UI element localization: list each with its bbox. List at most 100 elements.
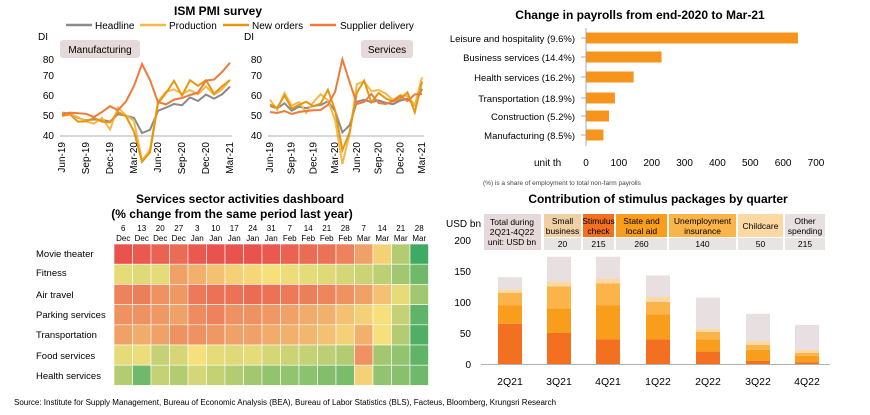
heatmap-cell [150,364,170,386]
heatmap-cell [372,304,392,326]
heatmap-cell [298,344,318,366]
heatmap-col-month: Dec [116,234,130,243]
heatmap-cell [391,364,411,386]
heatmap-col-day: 14 [304,224,313,233]
payrolls-xtick: 0 [583,158,589,169]
heatmap-cell [409,243,429,265]
pmi-xtick: Mar-20 [129,142,140,174]
heatmap-cell [409,284,429,305]
heatmap-col-month: Mar [357,234,371,243]
heatmap-cell [206,284,226,305]
heatmap-col-month: Mar [394,234,408,243]
stimulus-bar-segment-childcare [596,278,620,284]
heatmap-column-headers: 6Dec13Dec20Dec27Dec3Jan10Jan17Jan24Jan31… [116,224,426,243]
pmi-svc-label: Services [368,45,406,56]
pmi-mfg-ytick: 50 [43,111,55,122]
stimulus-bar-segment-childcare [547,281,571,287]
heatmap-cell [132,324,152,346]
pmi-xtick: Jun-19 [265,142,276,173]
stimulus-ylabel: USD bn [446,219,481,230]
heatmap-col-day: 13 [137,224,146,233]
stimulus-legend-cell-name: insurance [684,226,721,236]
stimulus-bar-segment-state-and-local-aid [596,305,620,340]
heatmap-cell [280,243,300,265]
heatmap-cell [132,263,152,285]
heatmap-col-day: 7 [288,224,293,233]
heatmap-col-day: 28 [415,224,424,233]
heatmap-cell [280,324,300,346]
heatmap-col-day: 21 [396,224,405,233]
heatmap-cell [206,243,226,265]
heatmap-cell [372,364,392,386]
pmi-mfg-ytick: 40 [43,131,55,142]
payrolls-category-label: Leisure and hospitality (9.6%) [450,34,575,45]
payrolls-note: (%) is a share of employment to total no… [483,180,642,187]
heatmap-cell [206,263,226,285]
stimulus-legend-cell-total: 215 [798,239,812,249]
heatmap-cell [261,263,281,285]
heatmap-cell [280,284,300,305]
heatmap-col-month: Feb [301,234,315,243]
stimulus-legend-cell-name: local aid [626,226,657,236]
stimulus-legend-cell-bg [583,214,614,237]
heatmap-cell [187,284,207,305]
pmi-xtick: Sep-20 [374,142,385,175]
payrolls-title: Change in payrolls from end-2020 to Mar-… [515,8,765,22]
stimulus-legend-cell-bg [616,214,667,237]
heatmap-cell [224,284,244,305]
source-note: Source: Institute for Supply Management,… [14,398,556,407]
heatmap-cell [224,243,244,265]
legend-label-production: Production [169,21,217,32]
pmi-xtick: Jun-19 [57,142,68,173]
heatmap-cell [261,284,281,305]
heatmap-cell [298,304,318,326]
heatmap-cell [169,304,189,326]
heatmap-cell [224,324,244,346]
stimulus-bar-segment-unemployment-insurance [795,352,819,356]
pmi-line-production [61,79,231,164]
stimulus-legend-lead-text: unit: USD bn [488,237,536,247]
pmi-mfg-ylabel: DI [38,32,48,43]
heatmap-cell [187,344,207,366]
heatmap-cell [280,263,300,285]
heatmap-cell [206,304,226,326]
payrolls-xtick: 400 [709,158,726,169]
payrolls-xtick: 300 [676,158,693,169]
heatmap-col-month: Jan [228,234,241,243]
stimulus-legend-cell-total: 20 [558,239,568,249]
heatmap-cell [354,304,374,326]
stimulus-bar-segment-childcare [746,341,770,345]
heatmap-col-day: 14 [378,224,387,233]
heatmap-cell [261,364,281,386]
heatmap-col-day: 10 [211,224,220,233]
pmi-svc-ytick: 60 [251,91,263,102]
pmi-mfg-ytick: 80 [43,55,55,66]
heatmap-cell [113,263,133,285]
heatmap-cell [187,304,207,326]
heatmap-col-day: 17 [230,224,239,233]
heatmap-cell [391,263,411,285]
pmi-xtick: Sep-20 [177,142,188,175]
stimulus-legend-cell-name: Childcare [743,221,779,231]
heatmap-row-label: Movie theater [36,249,94,260]
heatmap-cell [224,263,244,285]
heatmap-title: Services sector activities dashboard [136,192,344,206]
heatmap-cell [243,263,263,285]
payrolls-category-label: Health services (16.2%) [474,73,575,84]
heatmap-col-day: 28 [341,224,350,233]
payrolls-bar [586,92,615,104]
stimulus-legend-total-bg [669,238,736,250]
heatmap-cell [224,344,244,366]
stimulus-bar-segment-unemployment-insurance [696,331,720,340]
stimulus-bar-segment-state-and-local-aid [795,355,819,363]
heatmap-cell [150,284,170,305]
heatmap-cell [298,284,318,305]
heatmap-cell [150,243,170,265]
stimulus-xtick: 3Q22 [745,376,771,388]
stimulus-title: Contribution of stimulus packages by qua… [528,192,788,206]
payrolls-xtick: 500 [742,158,759,169]
pmi-svc-ytick: 70 [251,71,263,82]
stimulus-legend-cell-name: Stimulus [582,216,615,226]
